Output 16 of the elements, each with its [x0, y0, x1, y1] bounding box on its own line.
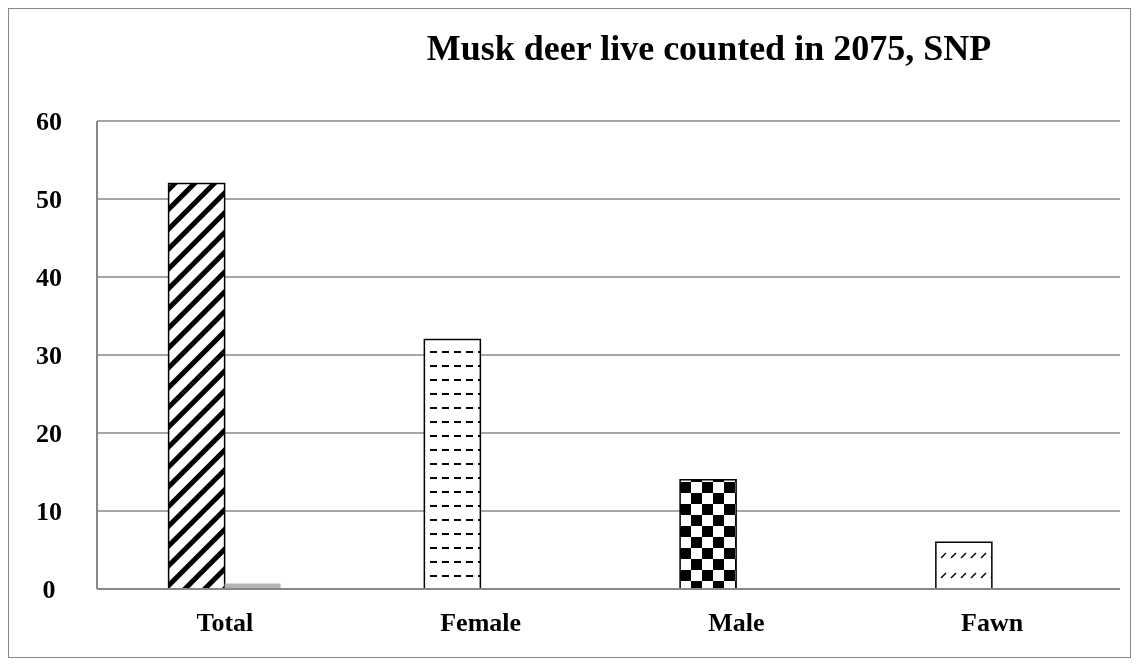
chart-title: Musk deer live counted in 2075, SNP [425, 27, 993, 69]
x-tick-label: Total [196, 608, 254, 638]
y-tick-label: 40 [36, 263, 62, 293]
y-tick-label: 0 [42, 575, 56, 605]
y-tick-label: 20 [36, 419, 62, 449]
bar [935, 541, 993, 589]
y-tick-label: 50 [36, 185, 62, 215]
bar [679, 479, 737, 589]
y-tick-label: 30 [36, 341, 62, 371]
y-tick-label: 60 [36, 107, 62, 137]
bar [423, 338, 482, 589]
x-tick-label: Female [440, 608, 522, 638]
bar [167, 182, 226, 589]
x-tick-label: Fawn [961, 608, 1024, 638]
y-tick-label: 10 [36, 497, 62, 527]
x-tick-label: Male [708, 608, 765, 638]
